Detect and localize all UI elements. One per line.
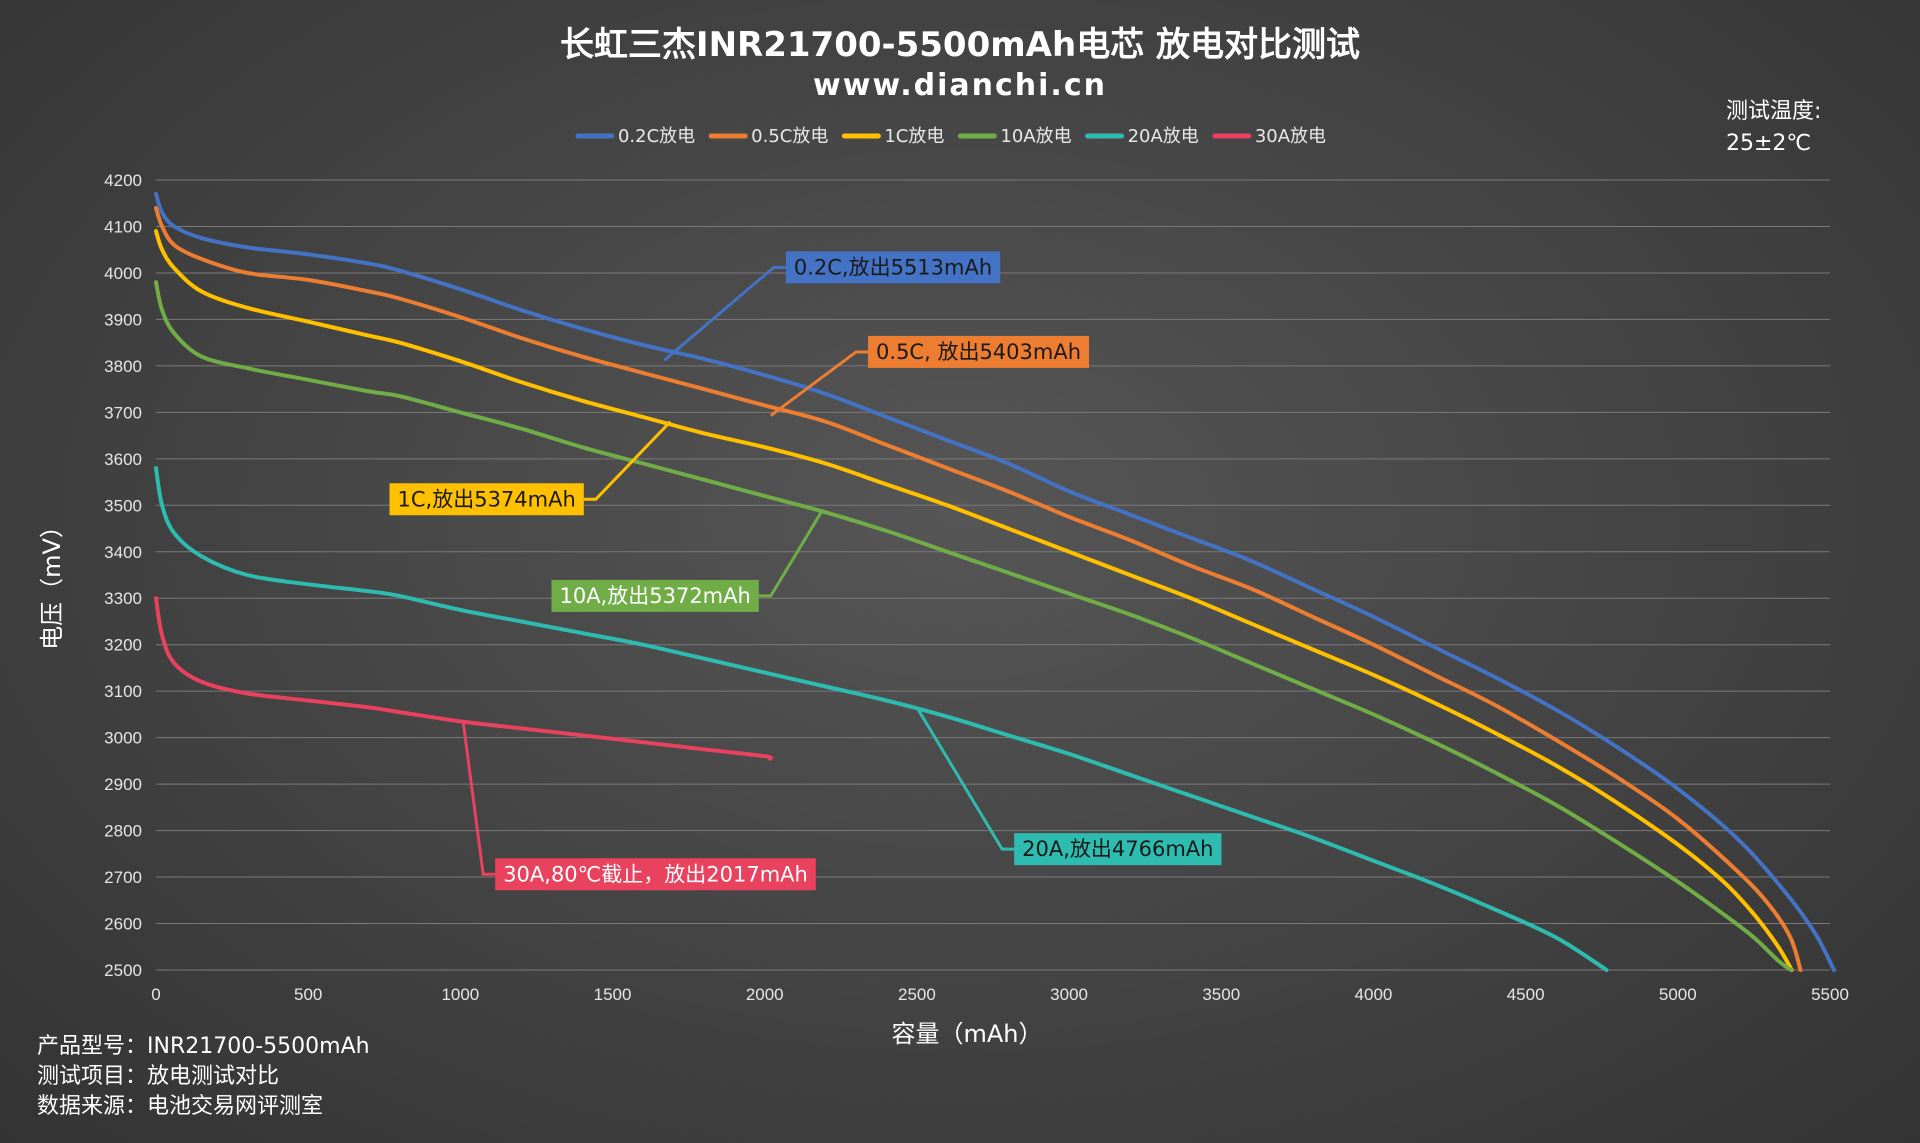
legend-label: 0.5C放电 (751, 126, 828, 147)
legend-label: 10A放电 (1000, 126, 1071, 147)
y-tick-label: 3900 (104, 310, 142, 329)
temperature-label: 测试温度: (1726, 99, 1821, 124)
chart-title: 长虹三杰INR21700-5500mAh电芯 放电对比测试 (560, 25, 1360, 65)
annotation-leader-line (663, 265, 786, 362)
annotation-4: 20A,放出4766mAh (915, 706, 1222, 866)
annotation-label: 20A,放出4766mAh (1022, 837, 1213, 861)
info-model: 产品型号：INR21700-5500mAh (37, 1034, 370, 1059)
chart-subtitle: www.dianchi.cn (813, 68, 1107, 103)
x-tick-label: 500 (294, 985, 322, 1004)
annotation-label: 1C,放出5374mAh (398, 487, 576, 511)
y-tick-label: 4100 (104, 217, 142, 236)
x-axis-title: 容量（mAh） (891, 1020, 1042, 1048)
annotations: 0.2C,放出5513mAh 0.5C, 放出5403mAh 1C,放出5374mA… (389, 251, 1222, 891)
series-line-4 (154, 466, 1609, 972)
y-tick-label: 3800 (104, 357, 142, 376)
y-tick-label: 2700 (104, 868, 142, 887)
gridlines (156, 179, 1830, 971)
annotation-3: 10A,放出5372mAh (551, 509, 824, 612)
annotation-leader-line (915, 706, 1015, 851)
x-tick-label: 3000 (1050, 985, 1088, 1004)
x-tick-label: 5000 (1659, 985, 1697, 1004)
x-tick-label: 4500 (1507, 985, 1545, 1004)
annotation-0: 0.2C,放出5513mAh (663, 251, 1001, 362)
x-tick-label: 4000 (1355, 985, 1393, 1004)
annotation-box (389, 483, 584, 516)
y-tick-label: 3200 (104, 636, 142, 655)
annotation-box (551, 579, 759, 612)
series-line-5 (154, 596, 774, 761)
legend-label: 1C放电 (884, 126, 944, 147)
y-tick-label: 3300 (104, 589, 142, 608)
temperature-value: 25±2℃ (1726, 131, 1811, 156)
legend-label: 30A放电 (1255, 126, 1326, 147)
series-line-0 (154, 191, 1836, 972)
annotation-label: 10A,放出5372mAh (559, 584, 750, 608)
x-tick-label: 2000 (746, 985, 784, 1004)
x-tick-label: 5500 (1811, 985, 1849, 1004)
y-tick-label: 2600 (104, 915, 142, 934)
y-tick-label: 2500 (104, 961, 142, 980)
y-tick-label: 3000 (104, 729, 142, 748)
y-tick-label: 2900 (104, 775, 142, 794)
y-axis-ticks: 2500 2600 2700 2800 2900 3000 3100 3200 3300 3400… (104, 171, 142, 980)
annotation-box (868, 335, 1090, 368)
annotation-2: 1C,放出5374mAh (389, 420, 672, 516)
legend: 0.2C放电 0.5C放电 1C放电 10A放电 20A放电 30A放电 (575, 126, 1326, 147)
y-tick-label: 3500 (104, 496, 142, 515)
y-tick-label: 3400 (104, 543, 142, 562)
annotation-leader-line (583, 420, 672, 501)
annotation-1: 0.5C, 放出5403mAh (769, 335, 1090, 417)
x-axis-ticks: 0 500 1000 1500 2000 2500 3000 3500 4000 4500 5000… (151, 985, 1849, 1004)
y-tick-label: 4000 (104, 264, 142, 283)
y-tick-label: 3700 (104, 403, 142, 422)
y-axis-title: 电压（mV） (38, 514, 66, 650)
annotation-leader-line (758, 509, 824, 598)
y-tick-label: 3600 (104, 450, 142, 469)
series-line-2 (154, 229, 1794, 972)
y-tick-label: 4200 (104, 171, 142, 190)
x-tick-label: 1500 (594, 985, 632, 1004)
info-test-item: 测试项目：放电测试对比 (37, 1064, 279, 1089)
legend-label: 20A放电 (1128, 126, 1199, 147)
legend-label: 0.2C放电 (618, 126, 695, 147)
annotation-label: 30A,80℃截止，放出2017mAh (503, 862, 808, 886)
annotation-leader-line (461, 723, 496, 876)
y-tick-label: 2800 (104, 822, 142, 841)
annotation-box (495, 858, 816, 891)
x-tick-label: 2500 (898, 985, 936, 1004)
x-tick-label: 1000 (441, 985, 479, 1004)
series-lines (154, 191, 1836, 972)
annotation-box (1014, 833, 1222, 866)
y-tick-label: 3100 (104, 682, 142, 701)
annotation-leader-line (769, 350, 869, 417)
info-source: 数据来源：电池交易网评测室 (37, 1094, 323, 1119)
series-line-3 (154, 280, 1793, 972)
series-line-1 (154, 205, 1803, 972)
x-tick-label: 0 (151, 985, 160, 1004)
annotation-box (785, 251, 1001, 284)
annotation-5: 30A,80℃截止，放出2017mAh (461, 723, 816, 891)
annotation-label: 0.2C,放出5513mAh (794, 255, 992, 279)
annotation-label: 0.5C, 放出5403mAh (876, 340, 1081, 364)
x-tick-label: 3500 (1202, 985, 1240, 1004)
